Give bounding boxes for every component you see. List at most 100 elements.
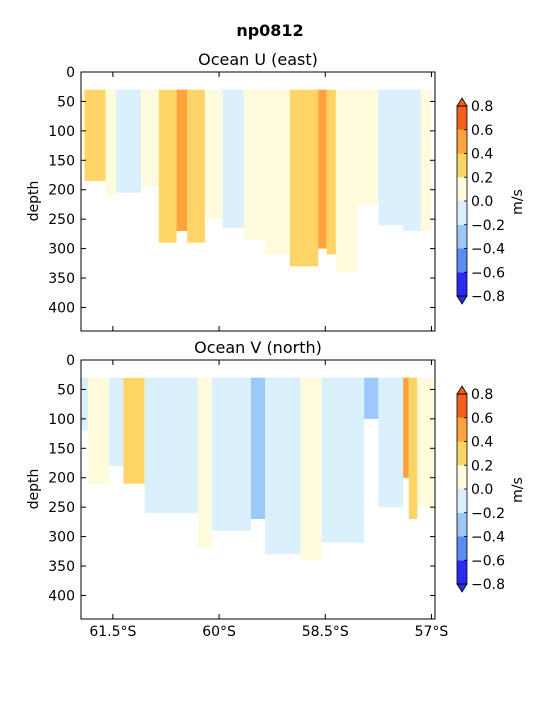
contour-band: [222, 89, 244, 228]
y-tick-label: 200: [48, 471, 75, 487]
contour-band: [212, 377, 251, 531]
colorbar-ocean-u: −0.8 −0.6 −0.4 −0.2 0.0 0.2 0.4 0.6 0.8: [456, 97, 505, 305]
contour-band: [265, 377, 301, 555]
colorbar-extend-max: [456, 385, 468, 395]
colorbar-segment: [457, 153, 467, 178]
y-tick-label: 250: [48, 212, 75, 228]
colorbar-tick-label: 0.4: [471, 435, 493, 451]
plot-frame-ocean-u: [80, 71, 436, 332]
contour-band: [109, 377, 124, 466]
contour-band: [243, 89, 265, 240]
contour-band: [300, 377, 322, 561]
contour-bands-ocean-v: [81, 377, 435, 561]
colorbar-segment: [457, 417, 467, 442]
x-tick-label: 60°S: [202, 624, 236, 640]
y-tick-label: 400: [48, 300, 75, 316]
colorbar-label-ocean-u: m/s: [510, 189, 526, 215]
y-tick-label: 300: [48, 530, 75, 546]
x-tick-label: 57°S: [415, 624, 449, 640]
figure-title: np0812: [236, 21, 303, 40]
colorbar-segment: [457, 177, 467, 202]
colorbar-segment: [457, 248, 467, 273]
colorbar-tick-label: −0.6: [471, 553, 505, 569]
contour-band: [84, 89, 106, 181]
colorbar-tick-label: −0.6: [471, 265, 505, 281]
contour-band: [335, 89, 358, 273]
contour-band: [265, 89, 290, 255]
y-tick-label: 400: [48, 588, 75, 604]
contour-band: [88, 377, 110, 484]
contour-band: [250, 377, 266, 519]
panel-title-ocean-v: Ocean V (north): [194, 338, 322, 357]
contour-bands-ocean-u: [81, 89, 432, 273]
contour-band: [81, 89, 85, 155]
colorbar-tick-label: 0.6: [471, 123, 493, 139]
colorbar-segment: [457, 129, 467, 154]
y-tick-label: 100: [48, 412, 75, 428]
colorbar-tick-label: 0.8: [471, 387, 493, 403]
colorbar-tick-label: 0.8: [471, 99, 493, 115]
contour-band: [289, 89, 319, 267]
y-tick-label: 150: [48, 153, 75, 169]
colorbar-tick-label: −0.8: [471, 577, 505, 593]
colorbar-segment: [457, 512, 467, 537]
contour-band: [176, 89, 188, 231]
colorbar-segment: [457, 441, 467, 466]
y-tick-label: 200: [48, 183, 75, 199]
contour-band: [378, 377, 404, 508]
y-tick-label: 100: [48, 124, 75, 140]
contour-band: [420, 89, 432, 231]
colorbar-tick-label: 0.6: [471, 411, 493, 427]
colorbar-label-ocean-v: m/s: [510, 477, 526, 503]
contour-band: [116, 89, 142, 193]
colorbar-tick-label: −0.2: [471, 506, 505, 522]
colorbar-tick-label: 0.2: [471, 458, 493, 474]
colorbar-tick-label: 0.0: [471, 194, 493, 210]
colorbar-segment: [457, 536, 467, 561]
panel-ocean-v: Ocean V (north) 0 50 100 150 200 250 300 350 400…: [26, 338, 448, 640]
y-tick-label: 300: [48, 242, 75, 258]
contour-band: [204, 89, 223, 220]
y-tick-label: 50: [57, 382, 75, 398]
axis-ticks-ocean-u: 0 50 100 150 200 250 300 350 400: [48, 65, 435, 331]
contour-band: [403, 89, 421, 231]
colorbar-tick-label: −0.4: [471, 242, 505, 258]
y-tick-label: 350: [48, 271, 75, 287]
plot-frame-ocean-v: [80, 359, 436, 620]
colorbar-tick-label: 0.4: [471, 147, 493, 163]
x-tick-label: 61.5°S: [89, 624, 136, 640]
contour-band: [417, 377, 435, 508]
panel-ocean-u: Ocean U (east) 050100150200250300350400 …: [26, 50, 436, 332]
colorbar-segment: [457, 489, 467, 513]
y-tick-label: 0: [66, 65, 75, 81]
y-tick-label: 250: [48, 500, 75, 516]
colorbar-extend-max: [456, 97, 468, 107]
contour-band: [321, 377, 365, 543]
colorbar-tick-label: 0.0: [471, 482, 493, 498]
contour-band: [144, 377, 198, 514]
colorbar-segment: [457, 224, 467, 249]
contour-band: [187, 89, 205, 243]
colorbar-tick-label: −0.2: [471, 218, 505, 234]
contour-band: [123, 377, 145, 484]
contour-band: [364, 377, 379, 419]
colorbar-tick-label: −0.4: [471, 530, 505, 546]
contour-band: [408, 377, 418, 519]
colorbar-segment: [457, 106, 467, 130]
y-tick-label: 350: [48, 559, 75, 575]
colorbar-tick-label: 0.2: [471, 170, 493, 186]
colorbar-extend-min: [456, 583, 468, 593]
axis-ticks-ocean-v: 0 50 100 150 200 250 300 350 400 61.5°S 60°S 58.5°S…: [48, 353, 448, 640]
contour-band: [81, 377, 89, 431]
panel-title-ocean-u: Ocean U (east): [198, 50, 318, 69]
contour-band: [403, 377, 409, 478]
contour-band: [378, 89, 404, 226]
colorbar-segment: [457, 560, 467, 585]
colorbar-segment: [457, 394, 467, 418]
contour-band: [318, 89, 327, 249]
contour-band: [326, 89, 336, 255]
colorbar-ocean-v: −0.8 −0.6 −0.4 −0.2 0.0 0.2 0.4 0.6 0.8: [456, 385, 505, 593]
contour-band: [141, 89, 159, 187]
colorbar-extend-min: [456, 295, 468, 305]
